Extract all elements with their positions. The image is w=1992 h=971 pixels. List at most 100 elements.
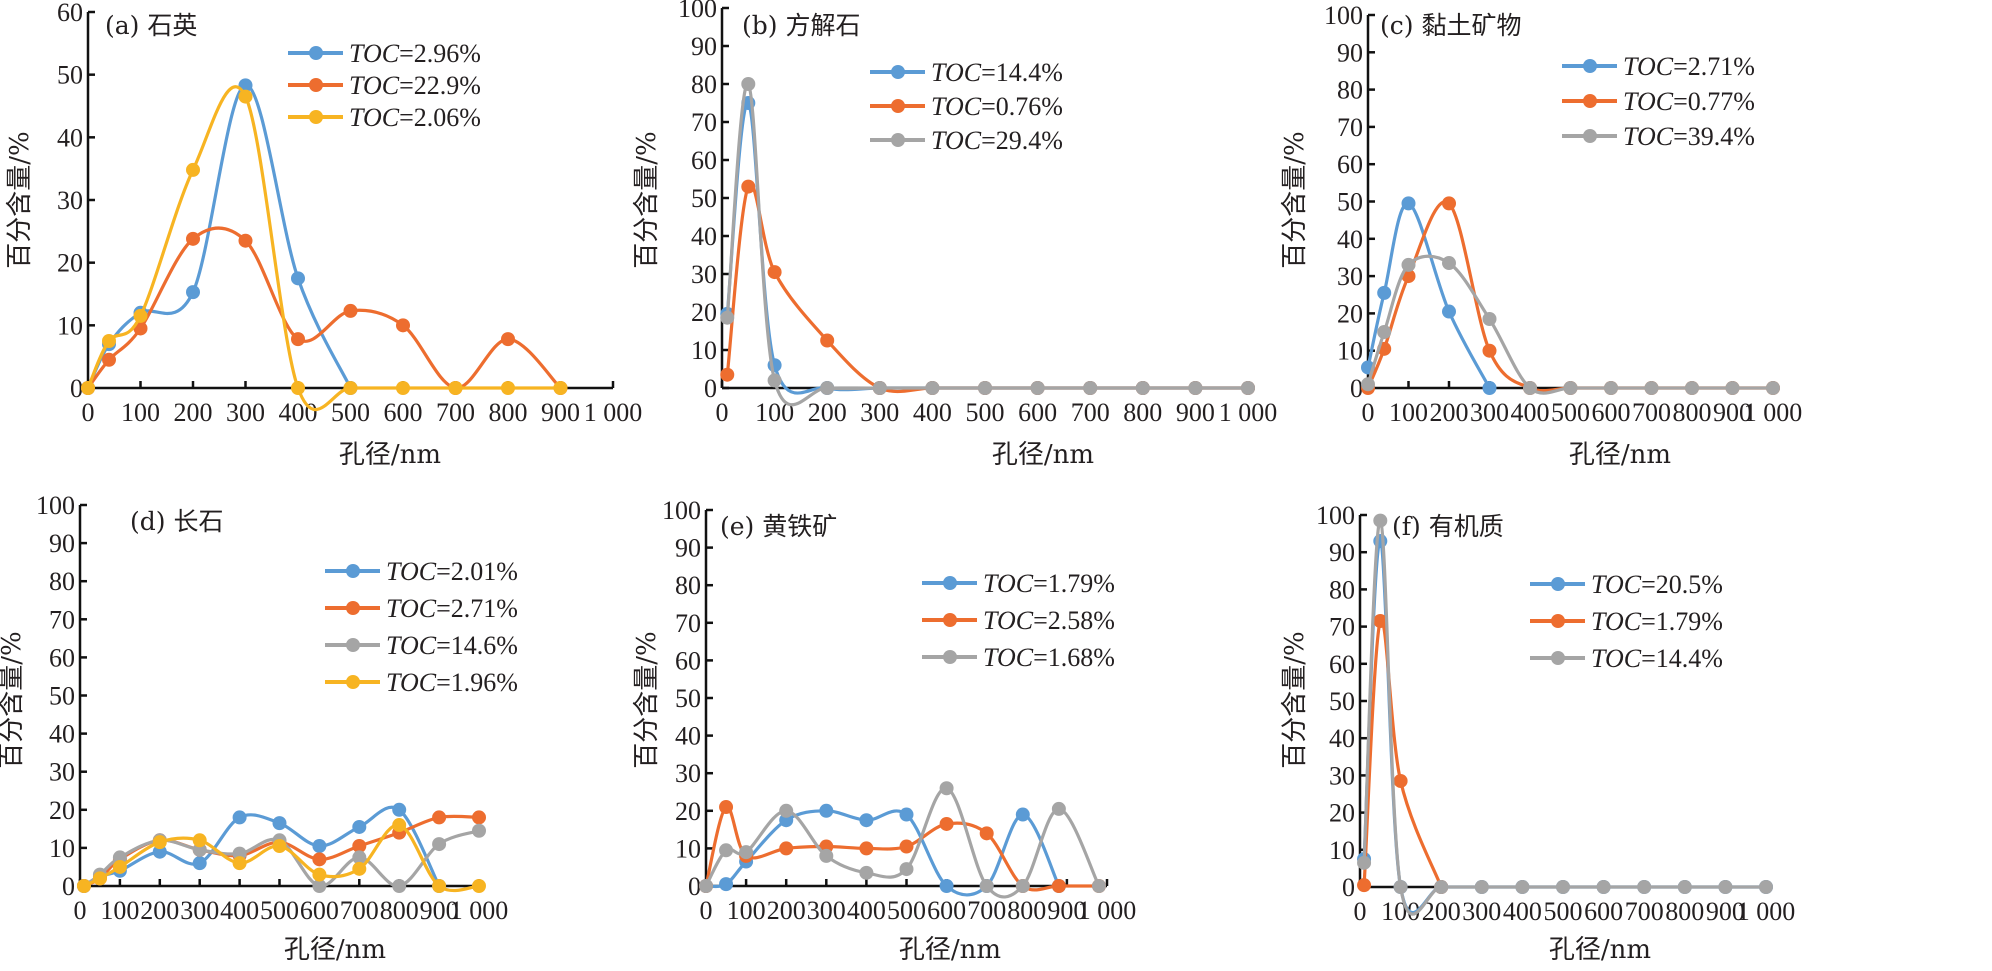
x-tick-label: 100 bbox=[1389, 398, 1428, 427]
data-point bbox=[291, 271, 305, 286]
x-tick-label: 400 bbox=[1503, 897, 1542, 926]
y-tick-label: 80 bbox=[675, 571, 701, 600]
x-tick-label: 800 bbox=[1673, 398, 1712, 427]
y-tick-label: 30 bbox=[691, 260, 717, 289]
data-point bbox=[1718, 880, 1733, 894]
y-tick-label: 90 bbox=[1337, 38, 1363, 67]
x-tick-label: 700 bbox=[1632, 398, 1671, 427]
legend-marker bbox=[309, 78, 323, 92]
x-tick-label: 700 bbox=[967, 896, 1006, 925]
data-point bbox=[899, 839, 914, 854]
data-point bbox=[719, 800, 734, 815]
series-yellow bbox=[81, 85, 568, 412]
x-tick-label: 200 bbox=[808, 398, 847, 427]
data-point bbox=[1051, 801, 1066, 816]
series-line bbox=[86, 85, 563, 412]
legend-label: TOC=2.71% bbox=[386, 594, 518, 623]
y-tick-label: 90 bbox=[675, 534, 701, 563]
data-point bbox=[1442, 304, 1456, 319]
data-point bbox=[939, 879, 954, 893]
y-tick-label: 0 bbox=[62, 872, 75, 901]
data-point bbox=[291, 332, 305, 347]
data-point bbox=[238, 233, 253, 248]
y-tick-label: 0 bbox=[1342, 873, 1355, 902]
y-tick-label: 100 bbox=[36, 491, 75, 520]
data-point bbox=[312, 838, 327, 853]
y-axis-title: 百分含量/% bbox=[632, 131, 662, 268]
legend-item: TOC=2.71% bbox=[325, 594, 518, 623]
legend-toc-value: =2.58% bbox=[1033, 606, 1115, 635]
y-tick-label: 60 bbox=[1329, 650, 1355, 679]
data-point bbox=[1474, 880, 1489, 894]
legend-marker bbox=[309, 110, 323, 124]
legend-toc-prefix: TOC bbox=[983, 569, 1034, 598]
legend-label: TOC=2.01% bbox=[386, 557, 518, 586]
legend-item: TOC=14.6% bbox=[325, 631, 518, 660]
y-tick-label: 70 bbox=[691, 108, 717, 137]
y-axis-title: 百分含量/% bbox=[632, 631, 662, 768]
x-tick-label: 200 bbox=[174, 398, 213, 427]
y-tick-label: 50 bbox=[675, 684, 701, 713]
legend-label: TOC=2.71% bbox=[1623, 52, 1755, 81]
data-point bbox=[192, 833, 207, 848]
data-point bbox=[396, 381, 410, 395]
x-tick-label: 600 bbox=[1592, 398, 1631, 427]
y-tick-label: 10 bbox=[691, 336, 717, 365]
data-point bbox=[152, 835, 167, 850]
legend-label: TOC=2.58% bbox=[983, 606, 1115, 635]
legend-item: TOC=0.77% bbox=[1562, 87, 1755, 116]
legend-toc-prefix: TOC bbox=[1623, 52, 1674, 81]
x-tick-label: 800 bbox=[380, 896, 419, 925]
legend-toc-value: =22.9% bbox=[399, 71, 481, 100]
y-tick-label: 80 bbox=[49, 567, 75, 596]
data-point bbox=[939, 781, 954, 796]
data-point bbox=[779, 841, 794, 856]
data-point bbox=[1604, 381, 1618, 395]
data-point bbox=[699, 879, 713, 893]
legend-label: TOC=14.4% bbox=[931, 58, 1063, 87]
series-line bbox=[1366, 254, 1775, 395]
data-point bbox=[1393, 773, 1408, 788]
legend-toc-value: =2.71% bbox=[1673, 52, 1755, 81]
data-point bbox=[472, 879, 486, 893]
data-point bbox=[899, 807, 914, 822]
legend-toc-value: =1.68% bbox=[1033, 643, 1115, 672]
legend-marker bbox=[1551, 614, 1565, 628]
data-point bbox=[925, 381, 940, 395]
x-tick-label: 900 bbox=[1713, 398, 1752, 427]
series-line bbox=[704, 809, 1061, 897]
data-point bbox=[1373, 614, 1388, 629]
y-tick-label: 30 bbox=[57, 186, 83, 215]
x-tick-label: 400 bbox=[279, 398, 318, 427]
data-point bbox=[1188, 381, 1203, 395]
data-point bbox=[1361, 377, 1375, 392]
legend-toc-prefix: TOC bbox=[1591, 644, 1642, 673]
x-tick-label: 200 bbox=[767, 896, 806, 925]
x-tick-label: 1 000 bbox=[450, 896, 509, 925]
data-point bbox=[1401, 257, 1416, 272]
data-point bbox=[501, 332, 515, 347]
data-point bbox=[859, 865, 874, 880]
y-tick-label: 40 bbox=[691, 222, 717, 251]
x-tick-label: 0 bbox=[82, 398, 95, 427]
y-axis-title: 百分含量/% bbox=[1280, 631, 1310, 768]
data-point bbox=[767, 373, 782, 388]
legend-toc-value: =20.5% bbox=[1641, 570, 1723, 599]
data-point bbox=[1685, 381, 1699, 395]
legend-marker bbox=[346, 638, 360, 652]
y-axis-title: 百分含量/% bbox=[1280, 131, 1310, 268]
legend-marker bbox=[891, 99, 905, 113]
data-point bbox=[392, 818, 407, 833]
legend-item: TOC=29.4% bbox=[870, 126, 1063, 155]
x-tick-label: 400 bbox=[847, 896, 886, 925]
y-tick-label: 50 bbox=[1337, 188, 1363, 217]
x-tick-label: 100 bbox=[121, 398, 160, 427]
data-point bbox=[1596, 880, 1611, 894]
x-tick-label: 600 bbox=[1584, 897, 1623, 926]
x-tick-label: 1 000 bbox=[1737, 897, 1796, 926]
series-line bbox=[1362, 617, 1443, 889]
legend-marker bbox=[943, 613, 957, 627]
